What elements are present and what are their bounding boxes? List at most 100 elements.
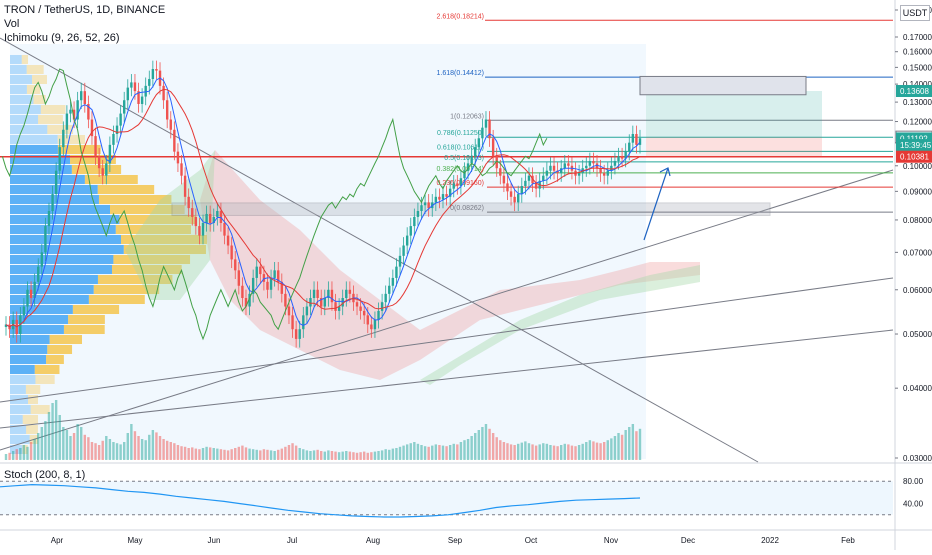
- price-tick-label: 0.07000: [903, 248, 932, 257]
- volume-profile-bar-down: [115, 225, 191, 234]
- volume-profile-bar-down: [34, 365, 60, 374]
- candle-body: [162, 85, 165, 101]
- candle-body: [180, 163, 183, 176]
- candle-body: [83, 91, 87, 104]
- volume-bar: [108, 439, 112, 460]
- time-tick-label: Jun: [208, 536, 221, 545]
- candle-body: [4, 324, 8, 327]
- candle-body: [212, 216, 215, 223]
- volume-bar: [251, 449, 255, 460]
- candle-body: [226, 235, 230, 246]
- price-tag: [896, 85, 932, 98]
- stoch-tick-label: 40.00: [903, 500, 924, 509]
- symbol-title[interactable]: TRON / TetherUS, 1D, BINANCE: [4, 4, 166, 16]
- volume-bar: [309, 451, 312, 460]
- volume-bar: [97, 445, 101, 460]
- volume-bar: [40, 427, 44, 460]
- volume-bar: [15, 449, 18, 460]
- candle-body: [327, 289, 330, 298]
- volume-bar: [22, 445, 26, 460]
- volume-profile-bar-up: [10, 175, 85, 184]
- volume-bar: [380, 450, 384, 460]
- candle-body: [524, 180, 527, 187]
- stoch-indicator-label[interactable]: Stoch (200, 8, 1): [4, 469, 86, 481]
- volume-bar: [226, 450, 230, 460]
- time-tick-label: Oct: [525, 536, 538, 545]
- volume-bar: [491, 433, 495, 460]
- candle-body: [44, 226, 47, 253]
- volume-indicator-label[interactable]: Vol: [4, 18, 20, 30]
- candle-body: [542, 175, 545, 181]
- volume-bar: [395, 448, 398, 460]
- candle-body: [198, 226, 201, 236]
- volume-profile-bar-up: [10, 195, 99, 204]
- volume-bar: [635, 431, 638, 460]
- candle-body: [47, 211, 51, 227]
- volume-bar: [137, 436, 140, 460]
- volume-bar: [216, 448, 219, 460]
- downtrend-line: [0, 37, 759, 463]
- price-tag: [896, 139, 932, 152]
- candle-body: [251, 277, 255, 294]
- candle-body: [466, 163, 470, 171]
- volume-bar: [477, 430, 481, 460]
- volume-bar: [187, 448, 190, 460]
- volume-profile-bar-down: [71, 165, 122, 174]
- time-tick-label: May: [127, 536, 142, 545]
- volume-bar: [345, 451, 348, 460]
- candle-body: [115, 125, 119, 134]
- volume-bar: [398, 446, 402, 460]
- candle-body: [488, 119, 491, 139]
- volume-bar: [8, 452, 11, 460]
- volume-bar: [140, 439, 144, 460]
- volume-bar: [484, 424, 488, 460]
- volume-bar: [348, 451, 352, 460]
- candle-body: [348, 289, 352, 294]
- volume-profile-bar-down: [112, 265, 182, 274]
- volume-bar: [191, 447, 194, 460]
- candle-body: [259, 266, 262, 275]
- candle-body: [606, 170, 609, 176]
- candle-body: [380, 302, 384, 311]
- volume-bar: [577, 445, 581, 460]
- time-tick-label: Dec: [681, 536, 695, 545]
- candle-body: [552, 165, 556, 171]
- volume-bar: [420, 445, 423, 460]
- candle-body: [291, 315, 294, 330]
- ichimoku-indicator-label[interactable]: Ichimoku (9, 26, 52, 26): [4, 32, 120, 44]
- candle-body: [585, 165, 588, 169]
- candle-body: [610, 165, 613, 171]
- volume-bar: [37, 433, 40, 460]
- price-tick-label: 0.04000: [903, 384, 932, 393]
- volume-bar: [119, 444, 122, 460]
- price-tick-label: 0.10000: [903, 162, 932, 171]
- volume-bar: [201, 448, 205, 460]
- currency-unit-label: USDT: [900, 5, 930, 21]
- volume-bar: [65, 430, 69, 460]
- volume-bar: [205, 446, 208, 460]
- volume-bar: [54, 400, 58, 460]
- volume-bar: [588, 440, 592, 460]
- candle-body: [54, 170, 58, 195]
- candle-body: [405, 235, 409, 246]
- candle-body: [277, 270, 280, 282]
- candle-body: [133, 82, 137, 92]
- channel-line: [0, 277, 894, 403]
- candle-body: [577, 173, 581, 176]
- volume-bar: [538, 444, 541, 460]
- volume-bar: [470, 436, 473, 460]
- volume-bar: [495, 437, 498, 460]
- volume-bar: [58, 415, 61, 460]
- candle-body: [148, 78, 151, 86]
- volume-bar: [405, 444, 409, 460]
- price-axis: 0.190000.170000.160000.150000.140000.130…: [895, 6, 932, 463]
- candle-body: [119, 113, 122, 126]
- volume-bar: [151, 430, 155, 460]
- fib-level-label: 1.618(0.14412): [437, 70, 484, 77]
- volume-bar: [72, 433, 76, 460]
- volume-profile-bar-down: [97, 185, 155, 194]
- candle-body: [402, 245, 405, 256]
- volume-profile-bar-down: [35, 375, 55, 384]
- volume-profile-bar-up: [10, 295, 89, 304]
